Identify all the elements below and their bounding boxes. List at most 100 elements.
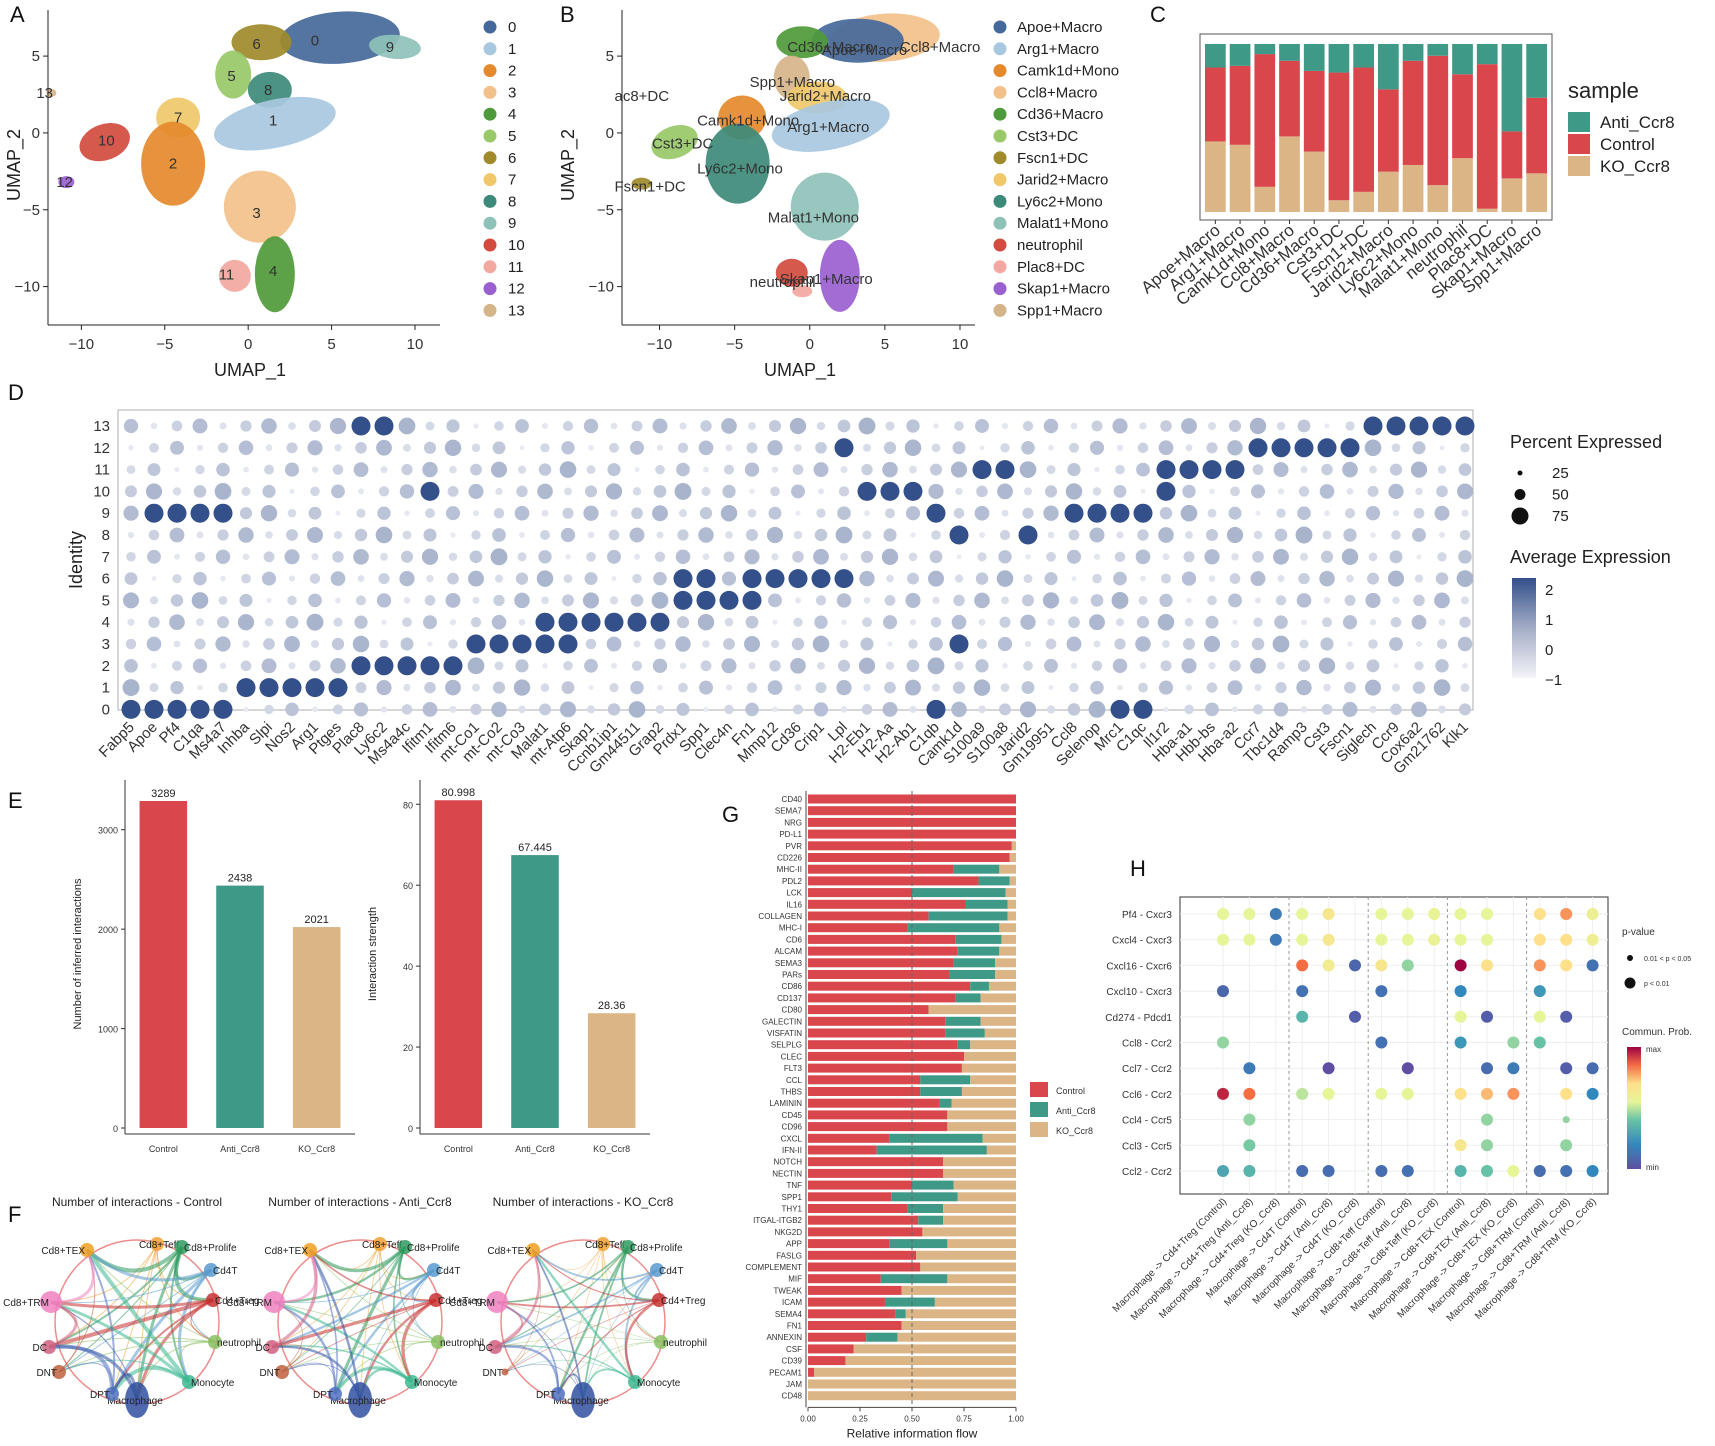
expression-dot — [174, 553, 180, 560]
expression-dot — [262, 484, 276, 498]
sample-bar-segment — [1353, 67, 1374, 192]
expression-dot — [815, 682, 827, 694]
flow-legend-label: KO_Ccr8 — [1056, 1126, 1093, 1136]
umap-b-annotation: Ly6c2+Mono — [697, 160, 783, 177]
expression-dot — [422, 461, 438, 478]
expression-dot — [678, 682, 688, 693]
flow-bar-segment — [901, 1321, 1016, 1330]
expression-dot — [766, 526, 784, 544]
pathway-label: CD39 — [782, 1357, 803, 1366]
expression-dot — [353, 462, 369, 477]
umap-a-cluster-blob — [280, 11, 400, 64]
network-edge — [494, 1344, 526, 1373]
flow-bar-segment — [943, 1168, 1016, 1178]
interaction-bar — [587, 1013, 636, 1128]
network-node-label: Cd4T — [436, 1266, 460, 1277]
expression-dot — [1296, 679, 1312, 696]
expression-dot — [170, 440, 184, 455]
lr-dot — [1322, 908, 1335, 920]
lr-dot — [1375, 985, 1388, 998]
expression-dot — [420, 481, 440, 501]
lr-dot — [1322, 1087, 1335, 1100]
flow-bar-segment — [999, 864, 1016, 874]
expression-dot — [1272, 635, 1290, 653]
expression-dot — [1432, 416, 1452, 436]
expression-dot — [397, 656, 417, 676]
expression-dot — [1415, 487, 1423, 496]
expression-dot — [1205, 528, 1219, 542]
expression-dot — [1205, 702, 1219, 717]
expression-dot — [1438, 531, 1446, 539]
pathway-label: PVR — [786, 842, 803, 851]
expression-dot — [835, 526, 853, 544]
lr-dot — [1269, 933, 1282, 946]
expression-dot — [311, 553, 319, 561]
network-edge — [556, 1246, 630, 1395]
network-edge — [494, 1337, 662, 1348]
expression-dot — [1046, 705, 1056, 714]
panel-letter-e: E — [8, 788, 23, 813]
sample-bar-segment — [1476, 64, 1498, 209]
network-edge — [557, 1243, 604, 1395]
network-edge — [602, 1243, 662, 1343]
lr-dot — [1481, 908, 1493, 920]
pathway-label: CD48 — [782, 1392, 803, 1401]
expression-dot — [492, 441, 506, 455]
network-node-label: Cd4T — [213, 1266, 237, 1277]
umap-a-legend-dot — [483, 129, 497, 143]
interaction-bar-value: 2021 — [304, 914, 328, 926]
expression-dot — [679, 422, 687, 430]
expression-dot — [331, 637, 345, 651]
expression-dot — [699, 507, 713, 520]
interaction-networks: Number of interactions - ControlCd8+Teff… — [3, 1195, 707, 1418]
pathway-label: CD6 — [786, 935, 803, 944]
expression-dot — [697, 614, 715, 631]
expression-dot — [151, 662, 157, 669]
expression-dot — [1087, 503, 1107, 523]
pathway-label: CSF — [786, 1345, 802, 1354]
identity-label: 10 — [93, 483, 110, 500]
expression-dot — [515, 572, 529, 585]
expression-dot — [772, 619, 778, 625]
interaction-bar-category: KO_Ccr8 — [298, 1144, 335, 1154]
sample-bar-segment — [1452, 74, 1473, 159]
umap-b-ytick-label: −10 — [589, 279, 614, 296]
expression-dot — [748, 662, 756, 670]
expression-dot — [880, 481, 900, 501]
expression-dot — [196, 444, 204, 451]
expression-dot — [609, 596, 619, 605]
flow-bar-segment — [808, 993, 956, 1003]
percent-legend-label: 75 — [1552, 508, 1569, 525]
expression-dot — [196, 618, 204, 627]
expression-dot — [286, 529, 298, 541]
expression-dot — [1022, 507, 1034, 519]
expression-dot — [146, 636, 162, 652]
flow-bar-segment — [889, 1133, 983, 1143]
umap-b-xtick-label: 5 — [881, 336, 889, 353]
expression-dot — [927, 657, 945, 675]
flow-bar-segment — [808, 841, 1012, 851]
flow-bar-segment — [880, 1274, 948, 1284]
expression-dot — [978, 705, 986, 714]
expression-dot — [1227, 680, 1243, 695]
bar-ytick-label: 80 — [403, 800, 413, 810]
expression-dot — [1438, 618, 1446, 626]
sample-proportion-chart: Apoe+MacroArg1+MacroCamk1d+MonoCcl8+Macr… — [1138, 33, 1675, 309]
expression-dot — [144, 699, 164, 719]
umap-a-xtick-label: 0 — [244, 336, 252, 353]
network-node — [621, 1240, 635, 1254]
expression-dot — [974, 505, 990, 521]
lr-row-label: Ccl7 - Ccr2 — [1122, 1064, 1172, 1075]
flow-bar-segment — [955, 993, 981, 1003]
umap-b-cluster-blob — [792, 285, 813, 298]
network-edge — [271, 1268, 435, 1349]
pathway-label: SEMA3 — [775, 959, 803, 968]
expression-dot — [1069, 596, 1079, 605]
expression-dot — [703, 466, 709, 473]
colorbar-tick-label: 1 — [1545, 612, 1553, 629]
expression-dot — [261, 658, 277, 674]
interaction-bar-value: 3289 — [151, 788, 175, 800]
umap-a-cluster-label: 3 — [252, 205, 260, 222]
flow-bar-segment — [957, 1040, 971, 1050]
network-node-label: Macrophage — [553, 1396, 609, 1407]
